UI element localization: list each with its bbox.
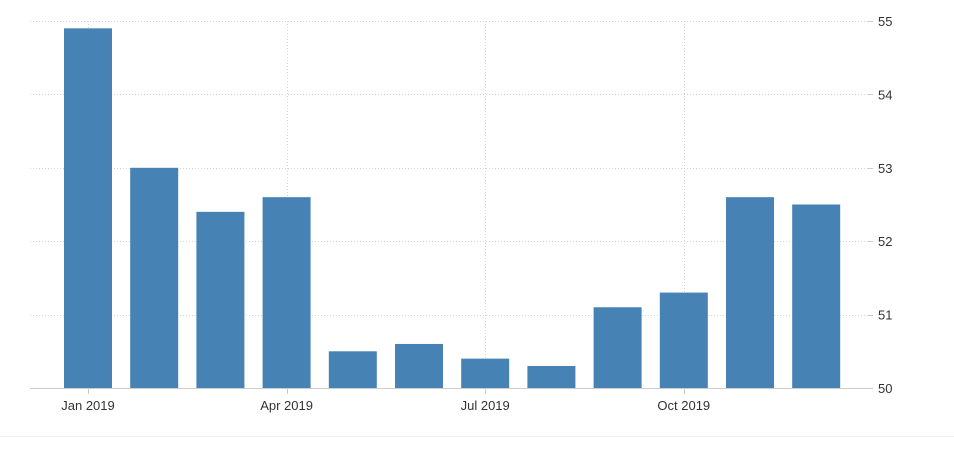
y-tick-label-50: 50 <box>878 381 892 396</box>
bar-nov-2019 <box>726 197 774 388</box>
axes <box>0 21 954 437</box>
x-tick-label-jan-2019: Jan 2019 <box>61 398 115 413</box>
bar-oct-2019 <box>659 292 708 388</box>
bar-sep-2019 <box>593 307 642 388</box>
bars <box>64 28 841 389</box>
y-tick-label-54: 54 <box>878 87 892 102</box>
y-tick-label-52: 52 <box>878 234 892 249</box>
x-tick-label-apr-2019: Apr 2019 <box>260 398 313 413</box>
x-tick-label-jul-2019: Jul 2019 <box>461 398 510 413</box>
y-tick-label-53: 53 <box>878 161 892 176</box>
bar-aug-2019 <box>527 365 576 388</box>
y-tick-label-55: 55 <box>878 14 892 29</box>
bar-may-2019 <box>328 351 377 388</box>
bar-feb-2019 <box>130 167 179 388</box>
bar-dec-2019 <box>792 204 841 388</box>
x-tick-labels: Jan 2019 Apr 2019 Jul 2019 Oct 2019 <box>61 398 710 413</box>
bar-apr-2019 <box>262 197 311 388</box>
bar-jun-2019 <box>395 343 443 388</box>
y-tick-labels: 50 51 52 53 54 55 <box>878 14 892 396</box>
bar-jan-2019 <box>64 28 112 389</box>
y-tick-label-51: 51 <box>878 308 892 323</box>
bar-mar-2019 <box>196 211 245 388</box>
bar-jul-2019 <box>461 358 510 388</box>
x-tick-label-oct-2019: Oct 2019 <box>657 398 710 413</box>
